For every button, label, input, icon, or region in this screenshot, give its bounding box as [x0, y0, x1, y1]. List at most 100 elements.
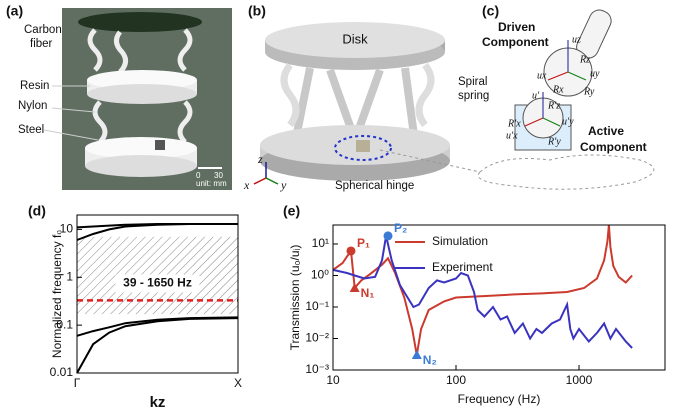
- x-tick-label: 10: [326, 373, 340, 387]
- panel-label: (c): [482, 3, 499, 19]
- axis: [524, 117, 544, 127]
- x-axis-label: Frequency (Hz): [458, 392, 541, 406]
- y-tick-label: 0.1: [56, 317, 73, 331]
- label-steel: Steel: [18, 124, 44, 136]
- axis-y: [265, 177, 279, 185]
- label-resin: Resin: [20, 80, 49, 92]
- x-tick-label: Γ: [74, 376, 81, 390]
- springs: [87, 28, 193, 74]
- label-carbon: Carbon: [24, 24, 62, 36]
- axis-label: x: [243, 178, 250, 192]
- y-tick-label: 1: [66, 269, 73, 283]
- axis-label: z: [257, 152, 263, 166]
- scale-label: 0: [196, 171, 201, 180]
- annotation-marker: [383, 231, 393, 241]
- leader: [43, 129, 99, 141]
- label-hinge: Spherical hinge: [335, 180, 414, 192]
- plot-frame: [76, 214, 239, 374]
- carbon-plate: [78, 12, 202, 32]
- symbol: R'z: [547, 100, 560, 111]
- axis: [547, 71, 569, 81]
- annotation-marker: [346, 246, 356, 256]
- annotation-label: N₁: [361, 286, 375, 300]
- y-axis-label: Normalized frequency fₙ: [50, 230, 64, 358]
- symbol: R'x: [507, 118, 521, 129]
- x-tick-label: X: [234, 376, 242, 390]
- y-tick-label: 10⁰: [311, 268, 329, 282]
- panel-label: (d): [28, 203, 46, 219]
- annotation-marker: [349, 283, 360, 293]
- series-line: [76, 316, 239, 337]
- label-nylon: Nylon: [18, 100, 47, 112]
- panel-c: (c) Driven Component Active Component uz…: [379, 3, 655, 190]
- panel-label: (e): [283, 203, 300, 219]
- struts: [291, 67, 419, 144]
- y-tick-label: 10: [60, 222, 74, 236]
- label-driven: Component: [482, 35, 549, 49]
- base-bottom: [85, 155, 197, 177]
- annotation-label: P₁: [357, 236, 370, 250]
- base-top: [260, 125, 450, 165]
- x-tick-label: 1000: [566, 373, 593, 387]
- symbol: R'y: [547, 136, 561, 147]
- leader: [51, 107, 96, 113]
- y-axis-label: Transmission (u₀/uᵢ): [288, 245, 302, 351]
- label-driven: Driven: [498, 20, 535, 34]
- panel-a: (a) Carbon fiber Resin Nylon Steel 0 30 …: [6, 3, 232, 190]
- label-spring: Spiral: [458, 76, 487, 88]
- annotation-label: P₂: [394, 221, 407, 235]
- disk-top: [265, 22, 445, 58]
- symbol: u': [532, 90, 540, 101]
- hinge-highlight: [334, 135, 392, 161]
- annotation-marker: [411, 349, 422, 359]
- springs: [92, 100, 193, 144]
- axis-label: y: [280, 178, 287, 192]
- symbol: ux: [537, 70, 547, 81]
- panel-b: (b) Disk Spiral spring Spherical hinge z…: [243, 3, 489, 192]
- axis: [542, 117, 561, 127]
- symbol: Rz: [579, 54, 590, 65]
- x-tick-label: 100: [446, 373, 466, 387]
- y-tick-label: 0.01: [50, 365, 74, 379]
- resin-top: [87, 70, 197, 90]
- zoom-cloud: [477, 154, 655, 190]
- steel-hinge: [155, 140, 165, 150]
- y-tick-label: 10⁻²: [305, 331, 329, 345]
- scale-unit: unit: mm: [196, 179, 227, 188]
- label-active: Component: [580, 140, 647, 154]
- axis: [567, 71, 587, 81]
- y-tick-label: 10¹: [312, 236, 329, 250]
- y-tick-label: 10⁻¹: [305, 299, 329, 313]
- resin-bottom: [87, 84, 197, 104]
- symbol: uy: [590, 68, 600, 79]
- plot-frame: [332, 224, 666, 371]
- band-gap-label: 39 - 1650 Hz: [123, 276, 192, 290]
- hinge: [356, 140, 370, 152]
- legend-label: Simulation: [432, 234, 488, 248]
- legend-label: Experiment: [432, 260, 493, 274]
- springs: [280, 62, 435, 128]
- panel-label: (b): [248, 3, 266, 19]
- symbol: u'x: [506, 130, 518, 141]
- axis-x: [253, 177, 267, 185]
- label-bg: [115, 274, 200, 293]
- symbol: Rx: [552, 84, 564, 95]
- label-carbon: fiber: [30, 38, 53, 50]
- x-axis-label: kz: [150, 394, 166, 411]
- symbol: u'y: [562, 116, 574, 127]
- symbol: Ry: [583, 86, 595, 97]
- base-top: [85, 137, 197, 159]
- label-spring: spring: [458, 90, 489, 102]
- series-line: [332, 235, 633, 349]
- label-active: Active: [588, 124, 624, 138]
- series-line: [76, 223, 238, 229]
- series-line: [76, 317, 239, 374]
- zoom-line: [379, 149, 481, 173]
- symbol: uz: [572, 34, 581, 45]
- annotation-label: N₂: [423, 353, 437, 367]
- panel-label: (a): [6, 3, 23, 19]
- scale-label: 30: [214, 171, 223, 180]
- label-disk: Disk: [342, 31, 368, 46]
- y-tick-label: 10⁻³: [305, 362, 329, 376]
